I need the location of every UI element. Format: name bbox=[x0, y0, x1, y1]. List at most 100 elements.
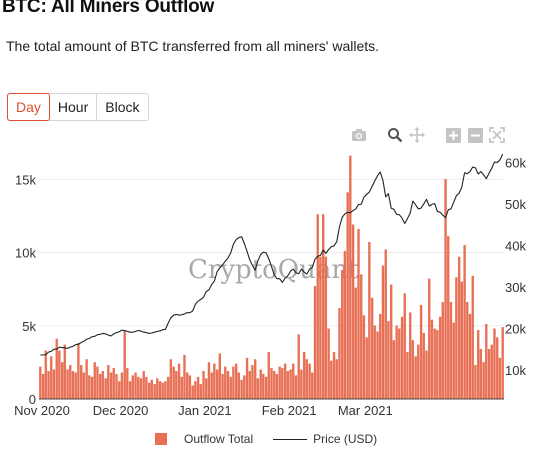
outflow-bar bbox=[240, 379, 243, 400]
right-axis-ticks: 10k 20k 30k 40k 50k 60k bbox=[505, 155, 526, 378]
outflow-bar bbox=[169, 359, 173, 400]
outflow-bar bbox=[379, 313, 382, 400]
outflow-bar bbox=[455, 277, 458, 400]
outflow-bar bbox=[292, 363, 295, 400]
outflow-bar bbox=[447, 236, 450, 400]
outflow-bar bbox=[251, 365, 254, 400]
outflow-bar bbox=[444, 179, 447, 400]
legend-swatch-outflow bbox=[155, 433, 167, 445]
outflow-bar bbox=[370, 297, 374, 400]
outflow-bar bbox=[487, 349, 491, 400]
outflow-bar bbox=[436, 330, 439, 400]
gridlines bbox=[39, 178, 504, 327]
outflow-bar bbox=[44, 350, 47, 400]
outflow-bar bbox=[93, 362, 96, 400]
outflow-bar bbox=[313, 286, 317, 400]
x-axis-ticks: Nov 2020 Dec 2020 Jan 2021 Feb 2021 Mar 2021 bbox=[14, 403, 393, 418]
outflow-bar bbox=[63, 344, 66, 400]
outflow-bar bbox=[449, 302, 453, 400]
outflow-bar bbox=[322, 214, 325, 400]
price-line bbox=[40, 153, 504, 356]
outflow-bar bbox=[74, 372, 77, 400]
outflow-bar bbox=[232, 366, 235, 400]
autoscale-icon[interactable] bbox=[488, 126, 506, 144]
outflow-bar bbox=[463, 245, 466, 400]
outflow-bar bbox=[213, 363, 216, 400]
outflow-bar bbox=[490, 344, 493, 400]
outflow-bar bbox=[245, 357, 249, 400]
tab-day[interactable]: Day bbox=[7, 93, 50, 121]
outflow-bar bbox=[191, 385, 194, 400]
outflow-bar bbox=[482, 362, 485, 400]
zoom-out-icon[interactable] bbox=[466, 126, 484, 144]
outflow-bar bbox=[398, 328, 401, 400]
outflow-bar bbox=[50, 356, 53, 400]
pan-icon[interactable] bbox=[408, 126, 426, 144]
outflow-bar bbox=[161, 382, 164, 400]
x-tick-label: Nov 2020 bbox=[14, 403, 70, 418]
zoom-in-icon[interactable] bbox=[444, 126, 462, 144]
tab-block[interactable]: Block bbox=[105, 99, 140, 115]
outflow-bar bbox=[360, 274, 363, 400]
outflow-bar bbox=[69, 365, 72, 400]
left-tick-label: 10k bbox=[15, 246, 36, 261]
outflow-bar bbox=[264, 376, 268, 400]
tab-hour[interactable]: Hour bbox=[50, 94, 98, 120]
outflow-bar bbox=[305, 359, 309, 400]
outflow-bar bbox=[96, 366, 99, 400]
outflow-bar bbox=[468, 313, 472, 400]
outflow-bar bbox=[221, 373, 224, 400]
outflow-bar bbox=[460, 281, 464, 400]
outflow-bar bbox=[330, 360, 333, 400]
outflow-bar bbox=[77, 343, 80, 400]
outflow-bar bbox=[134, 372, 137, 400]
outflow-bar bbox=[425, 350, 428, 400]
outflow-bar bbox=[428, 278, 431, 400]
outflow-bar bbox=[60, 362, 64, 400]
outflow-bar bbox=[419, 305, 423, 400]
interval-tabs: Day Hour Block bbox=[7, 93, 149, 121]
outflow-bar bbox=[294, 375, 298, 400]
chart-subtitle: The total amount of BTC transferred from… bbox=[6, 38, 380, 54]
outflow-bar bbox=[422, 332, 425, 400]
left-tick-label: 15k bbox=[15, 172, 36, 187]
outflow-bar bbox=[387, 321, 390, 400]
outflow-bar bbox=[180, 376, 183, 400]
right-tick-label: 20k bbox=[505, 321, 526, 336]
outflow-bar bbox=[158, 381, 162, 400]
outflow-bar bbox=[229, 376, 232, 400]
x-tick-label: Dec 2020 bbox=[93, 403, 149, 418]
outflow-bar bbox=[501, 327, 504, 400]
outflow-bar bbox=[52, 369, 56, 400]
outflow-bar bbox=[466, 302, 469, 400]
outflow-bar bbox=[362, 315, 366, 400]
right-tick-label: 50k bbox=[505, 197, 526, 212]
watermark: CryptoQuant bbox=[188, 255, 359, 285]
outflow-bar bbox=[441, 302, 444, 400]
zoom-icon[interactable] bbox=[386, 126, 404, 144]
outflow-bar bbox=[202, 371, 205, 400]
outflow-bar bbox=[167, 376, 170, 400]
outflow-bar bbox=[112, 368, 115, 400]
outflow-bar bbox=[47, 371, 50, 400]
outflow-bar bbox=[485, 324, 488, 400]
outflow-bar bbox=[194, 381, 197, 400]
outflow-bar bbox=[164, 381, 167, 400]
right-tick-label: 10k bbox=[505, 363, 526, 378]
outflow-bar bbox=[349, 155, 352, 400]
outflow-bar bbox=[101, 371, 105, 400]
outflow-bar bbox=[281, 368, 284, 400]
outflow-bar bbox=[273, 371, 276, 400]
outflow-bar bbox=[79, 365, 83, 400]
outflow-bar bbox=[131, 375, 134, 400]
outflow-bar bbox=[85, 359, 88, 400]
left-axis-ticks: 0 5k 10k 15k bbox=[15, 172, 36, 407]
outflow-bar bbox=[373, 325, 376, 400]
outflow-bar bbox=[226, 371, 230, 400]
outflow-bar bbox=[327, 328, 330, 400]
outflow-bar bbox=[297, 334, 300, 400]
outflow-bar bbox=[139, 378, 143, 400]
outflow-bar bbox=[302, 351, 306, 400]
camera-icon[interactable] bbox=[350, 126, 368, 144]
